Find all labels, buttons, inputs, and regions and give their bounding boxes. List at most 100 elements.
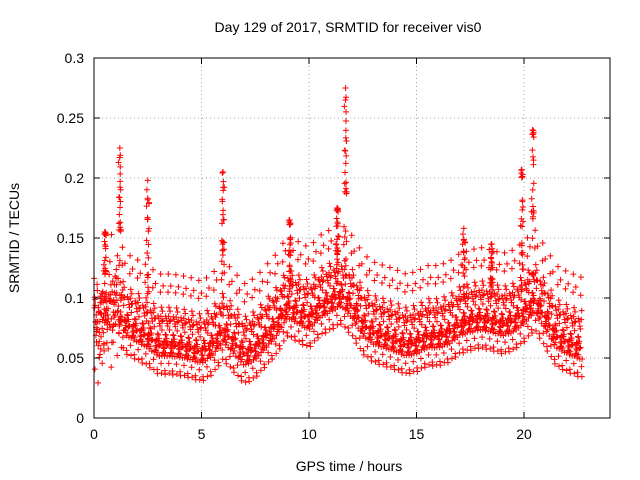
data-point (400, 334, 407, 341)
data-point (268, 338, 275, 345)
data-point (151, 305, 158, 312)
data-point (145, 225, 152, 232)
data-point (467, 314, 474, 321)
data-point (554, 315, 561, 322)
data-point (455, 293, 462, 300)
data-point (349, 266, 356, 273)
data-point (371, 311, 378, 318)
data-point (212, 303, 219, 310)
data-point (189, 312, 196, 319)
data-point (465, 284, 472, 291)
data-point (267, 269, 274, 276)
data-point (312, 274, 319, 281)
data-point (483, 306, 490, 313)
data-point (265, 293, 272, 300)
data-point (296, 276, 303, 283)
data-point (455, 251, 462, 258)
data-point (301, 306, 308, 313)
data-point (246, 378, 253, 385)
data-point (571, 327, 578, 334)
data-point (271, 323, 278, 330)
data-point (506, 309, 513, 316)
data-point (195, 295, 202, 302)
data-point (320, 276, 327, 283)
data-point (238, 377, 245, 384)
data-point (334, 304, 341, 311)
data-point (374, 272, 381, 279)
data-point (501, 268, 508, 275)
data-point (218, 220, 225, 227)
data-point (110, 339, 117, 346)
data-point (265, 349, 272, 356)
data-point (226, 281, 233, 288)
data-point (395, 300, 402, 307)
data-point (419, 276, 426, 283)
data-point (489, 264, 496, 271)
data-point (263, 344, 270, 351)
data-point (511, 257, 518, 264)
data-point (544, 348, 551, 355)
data-point (343, 94, 350, 101)
data-point (253, 355, 260, 362)
data-point (339, 286, 346, 293)
data-point (540, 340, 547, 347)
data-point (96, 354, 103, 361)
data-point (288, 333, 295, 340)
y-tick-label: 0.3 (65, 50, 85, 66)
data-point (185, 335, 192, 342)
data-point (386, 316, 393, 323)
data-point (540, 282, 547, 289)
data-point (493, 300, 500, 307)
data-point (571, 319, 578, 326)
data-point (315, 334, 322, 341)
data-point (233, 290, 240, 297)
data-point (143, 294, 150, 301)
data-point (529, 289, 536, 296)
data-point (472, 301, 479, 308)
data-point (471, 288, 478, 295)
data-point (323, 289, 330, 296)
data-point (383, 324, 390, 331)
data-point (483, 288, 490, 295)
data-point (98, 333, 105, 340)
data-point (231, 347, 238, 354)
data-point (234, 272, 241, 279)
data-point (555, 263, 562, 270)
data-point (125, 316, 132, 323)
data-point (427, 274, 434, 281)
data-point (252, 348, 259, 355)
data-point (287, 241, 294, 248)
data-point (272, 341, 279, 348)
data-point (487, 345, 494, 352)
data-point (434, 299, 441, 306)
data-point (505, 323, 512, 330)
data-point (444, 341, 451, 348)
data-point (342, 169, 349, 176)
data-point (157, 271, 164, 278)
data-point (434, 310, 441, 317)
data-point (402, 270, 409, 277)
data-point (394, 267, 401, 274)
data-point (284, 333, 291, 340)
data-point (410, 311, 417, 318)
data-point (479, 344, 486, 351)
data-point (297, 251, 304, 258)
data-point (577, 344, 584, 351)
data-point (294, 256, 301, 263)
data-point (529, 147, 536, 154)
data-point (383, 345, 390, 352)
data-point (105, 345, 112, 352)
data-point (480, 291, 487, 298)
data-point (204, 373, 211, 380)
data-point (320, 242, 327, 249)
data-point (100, 329, 107, 336)
data-point (384, 306, 391, 313)
data-point (496, 261, 503, 268)
data-point (412, 280, 419, 287)
data-point (95, 342, 102, 349)
data-point (532, 317, 539, 324)
data-point (509, 336, 516, 343)
data-point (423, 327, 430, 334)
data-point (100, 340, 107, 347)
data-point (508, 299, 515, 306)
